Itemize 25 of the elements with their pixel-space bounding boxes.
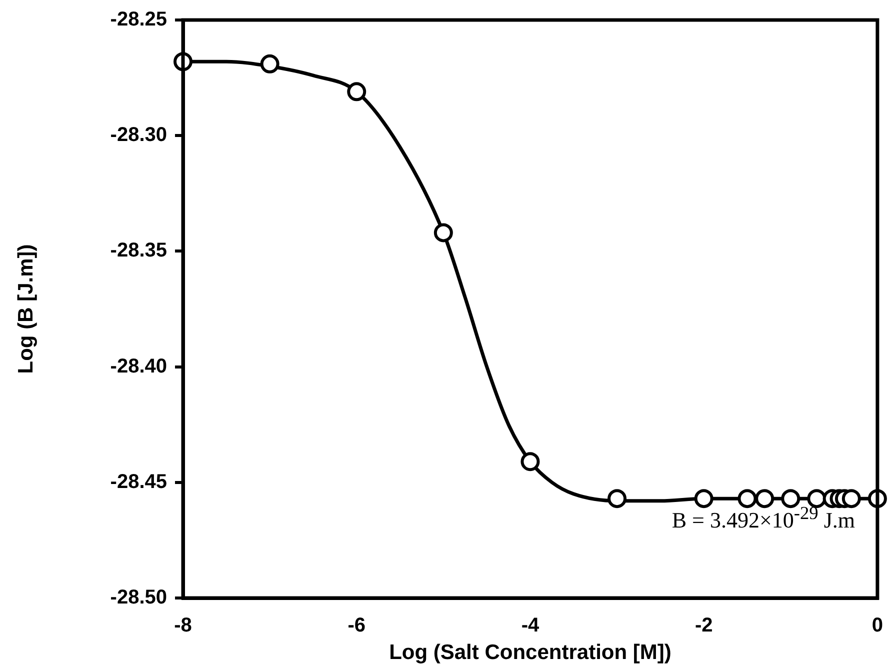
y-tick-label: -28.40 [110,355,167,378]
point [807,489,826,508]
x-tick-label: -8 [174,614,192,637]
x-tick-label: 0 [872,614,883,637]
point [260,54,280,74]
annotation: B = 3.492×10$^{-29}$ J.m [672,503,855,534]
y-axis-title: Log (B [J.m]) [14,244,38,374]
point [694,489,714,508]
x-axis-title: Log (Salt Concentration [M]) [389,641,672,664]
point [842,489,861,508]
x-tick-label: -6 [348,614,366,637]
point [755,489,774,508]
y-tick-label: -28.35 [110,240,167,262]
y-tick-label: -28.50 [110,586,167,609]
y-tick-label: -28.25 [110,8,167,31]
x-tick-label: -2 [694,614,713,637]
point [608,489,627,508]
point [520,452,540,472]
point [347,82,366,102]
y-tick-label: -28.45 [110,470,167,493]
point [434,223,453,242]
y-tick-label: -28.30 [110,124,167,146]
point [738,489,757,508]
point [781,489,800,508]
x-tick-label: -4 [521,614,540,637]
